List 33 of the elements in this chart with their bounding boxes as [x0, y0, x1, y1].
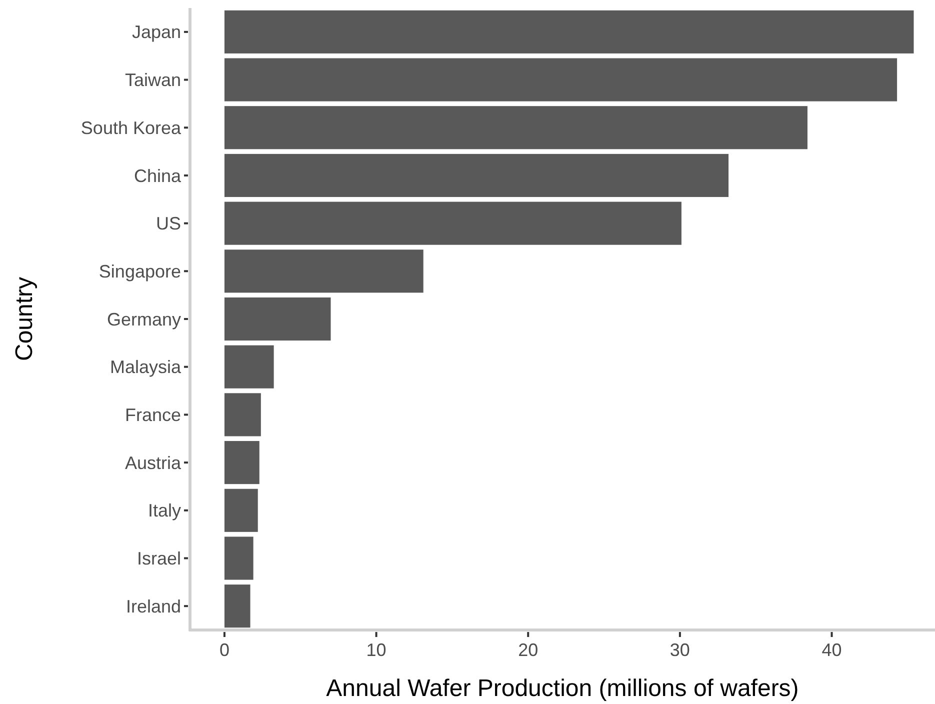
y-axis-title: Country: [11, 276, 38, 362]
y-tick-label: Germany: [106, 309, 181, 330]
x-tick-label: 40: [822, 640, 842, 660]
bar: [224, 250, 424, 293]
y-tick-label: US: [156, 214, 181, 234]
x-tick-label: 30: [670, 640, 690, 660]
bar: [224, 488, 258, 532]
bar: [224, 106, 808, 150]
bar: [224, 441, 260, 484]
y-tick-label: Ireland: [126, 596, 181, 616]
y-tick-label: Japan: [132, 22, 181, 42]
bar: [224, 536, 254, 580]
y-tick-label: China: [134, 166, 182, 186]
x-tick-label: 10: [366, 640, 386, 660]
bar: [224, 584, 250, 628]
y-tick-label: Israel: [136, 548, 181, 569]
bar: [224, 393, 261, 436]
bar: [224, 345, 274, 388]
y-tick-label: Malaysia: [110, 357, 182, 378]
bar: [224, 202, 682, 245]
y-tick-label: Singapore: [98, 261, 181, 282]
x-tick-label: 20: [518, 640, 538, 660]
y-tick-label: Austria: [124, 452, 182, 473]
y-tick-label: Taiwan: [124, 70, 181, 90]
bar: [224, 10, 914, 54]
y-tick-label: Italy: [148, 500, 181, 521]
y-tick-label: South Korea: [80, 118, 182, 138]
bar: [224, 58, 898, 102]
y-tick-label: France: [124, 404, 181, 425]
x-axis-title: Annual Wafer Production (millions of wafers): [326, 675, 799, 702]
bar: [224, 154, 729, 197]
x-tick-label: 0: [219, 640, 230, 660]
bar: [224, 297, 331, 341]
